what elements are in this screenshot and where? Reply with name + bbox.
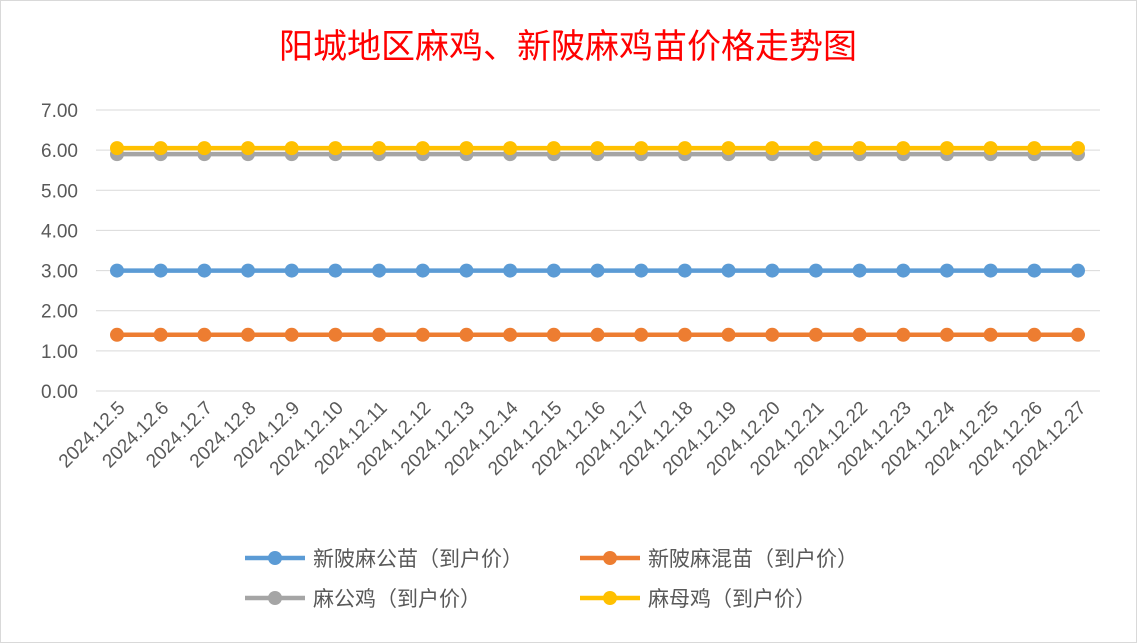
data-point [328,141,343,156]
data-point [896,263,911,278]
data-point [808,141,823,156]
data-point [197,263,212,278]
data-point [284,327,299,342]
legend-entry: 麻母鸡（到户价） [580,587,816,611]
data-point [1027,263,1042,278]
series-1 [110,263,1085,278]
y-tick-label: 6.00 [41,141,78,162]
data-point [590,141,605,156]
data-point [546,327,561,342]
data-point [852,141,867,156]
data-point [415,327,430,342]
data-point [808,263,823,278]
data-point [1027,327,1042,342]
y-tick-label: 3.00 [41,262,78,283]
data-point [459,327,474,342]
data-point [721,263,736,278]
legend-label: 麻母鸡（到户价） [648,587,816,611]
data-point [939,141,954,156]
data-point [1071,263,1085,278]
data-point [983,327,998,342]
data-point [241,141,256,156]
data-point [153,141,168,156]
data-point [328,263,343,278]
data-point [677,141,692,156]
data-point [241,327,256,342]
data-point [110,263,124,278]
data-point [983,141,998,156]
legend-label: 新陂麻公苗（到户价） [313,547,523,571]
data-point [1071,327,1085,342]
data-point [197,141,212,156]
data-point [503,327,518,342]
data-point [328,327,343,342]
data-point [634,141,649,156]
data-point [677,327,692,342]
legend-label: 麻公鸡（到户价） [313,587,481,611]
data-point [896,141,911,156]
legend-label: 新陂麻混苗（到户价） [648,547,858,571]
y-tick-label: 5.00 [41,181,78,202]
data-point [765,263,780,278]
y-axis-ticks: 0.00 1.00 2.00 3.00 4.00 5.00 6.00 7.00 [41,101,78,403]
data-point [808,327,823,342]
data-point [634,327,649,342]
data-point [939,327,954,342]
legend-entry: 麻公鸡（到户价） [245,587,481,611]
data-point [284,141,299,156]
series-4 [110,141,1085,156]
y-tick-label: 7.00 [41,101,78,122]
data-point [415,141,430,156]
legend: 新陂麻公苗（到户价） 新陂麻混苗（到户价） 麻公鸡（到户价） 麻母鸡（到户价） [245,547,858,611]
data-point [459,263,474,278]
chart-title: 阳城地区麻鸡、新陂麻鸡苗价格走势图 [279,27,857,67]
data-point [546,141,561,156]
data-point [110,141,124,156]
data-point [852,327,867,342]
data-point [459,141,474,156]
data-point [939,263,954,278]
data-point [372,327,387,342]
data-point [503,263,518,278]
y-tick-label: 1.00 [41,342,78,363]
series-group [110,141,1085,342]
data-point [765,141,780,156]
data-point [765,327,780,342]
data-point [634,263,649,278]
data-point [110,327,124,342]
data-point [372,263,387,278]
data-point [153,263,168,278]
legend-marker [268,551,282,565]
x-axis-ticks: 2024.12.52024.12.62024.12.72024.12.82024… [55,397,1091,479]
data-point [896,327,911,342]
data-point [852,263,867,278]
data-point [983,263,998,278]
series-2 [110,327,1085,342]
data-point [197,327,212,342]
data-point [721,141,736,156]
data-point [415,263,430,278]
legend-marker [603,591,617,605]
legend-entry: 新陂麻公苗（到户价） [245,547,523,571]
data-point [1071,141,1085,156]
data-point [284,263,299,278]
data-point [590,263,605,278]
data-point [153,327,168,342]
data-point [677,263,692,278]
data-point [721,327,736,342]
legend-marker [603,551,617,565]
legend-entry: 新陂麻混苗（到户价） [580,547,858,571]
y-tick-label: 2.00 [41,302,78,323]
data-point [1027,141,1042,156]
data-point [590,327,605,342]
data-point [503,141,518,156]
y-tick-label: 0.00 [41,382,78,403]
y-tick-label: 4.00 [41,221,78,242]
legend-marker [268,591,282,605]
data-point [546,263,561,278]
data-point [241,263,256,278]
data-point [372,141,387,156]
